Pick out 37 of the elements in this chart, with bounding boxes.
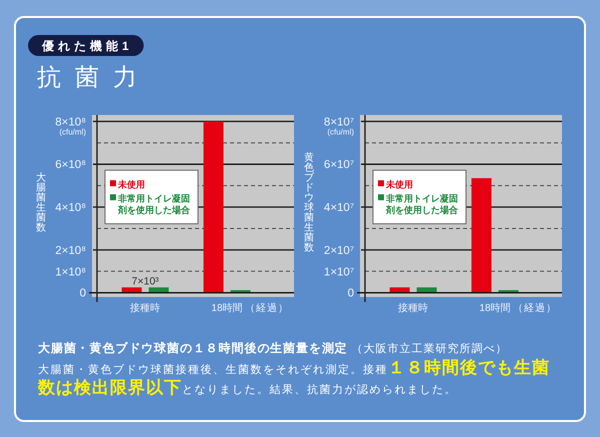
y-tick-label: 8×10⁸	[55, 116, 86, 128]
y-tick-label: 4×10⁸	[55, 202, 86, 214]
y-tick-label: 6×10⁸	[55, 159, 86, 172]
y-tick-label: 4×10⁷	[324, 202, 354, 214]
annotation: 7×10³	[132, 275, 160, 288]
legend-label: 非常用トイレ凝固剤を使用した場合	[117, 193, 191, 215]
y-tick-label: 1×10⁷	[324, 266, 354, 278]
text: （大阪市立工業研究所調べ）	[352, 343, 508, 355]
text: 優れた機能1	[41, 39, 133, 53]
x-tick-label: 18時間	[211, 302, 243, 314]
legend-label: 未使用	[117, 179, 145, 190]
legend-label: 未使用	[385, 179, 413, 190]
text: 黄色ブドウ球菌生菌数	[304, 152, 314, 254]
text: となりました。結果、抗菌力が認められました。	[182, 384, 457, 396]
y-tick-label: 0	[80, 288, 86, 300]
text: (cfu/ml)	[327, 127, 354, 136]
legend-label: 非常用トイレ凝固剤を使用した場合	[385, 193, 459, 215]
x-axis-title: （経過）	[513, 303, 557, 314]
bar	[471, 178, 492, 293]
x-axis-title: （経過）	[245, 303, 289, 314]
bar	[203, 121, 224, 293]
y-axis-title: 大腸菌生菌数	[36, 172, 46, 234]
y-tick-label: 0	[348, 288, 354, 300]
x-tick-label: 18時間	[479, 302, 511, 314]
y-tick-label: 1×10⁸	[55, 266, 86, 278]
y-tick-label: 6×10⁷	[324, 159, 354, 172]
y-tick-label: 2×10⁸	[55, 244, 86, 257]
text: １８時間後でも生菌	[388, 358, 550, 377]
y-tick-label: 2×10⁷	[324, 244, 354, 257]
text: 大腸菌・黄色ブドウ球菌の１８時間後の生菌量を測定	[38, 341, 348, 355]
y-tick-label: 8×10⁷	[324, 116, 354, 128]
x-tick-label: 接種時	[130, 302, 160, 314]
text: (cfu/ml)	[59, 127, 86, 136]
x-tick-label: 接種時	[398, 302, 428, 314]
text: 大腸菌・黄色ブドウ球菌接種後、生菌数をそれぞれ測定。接種	[38, 364, 388, 376]
text: 抗菌力	[37, 64, 151, 91]
text: 数は検出限界以下	[38, 378, 182, 397]
